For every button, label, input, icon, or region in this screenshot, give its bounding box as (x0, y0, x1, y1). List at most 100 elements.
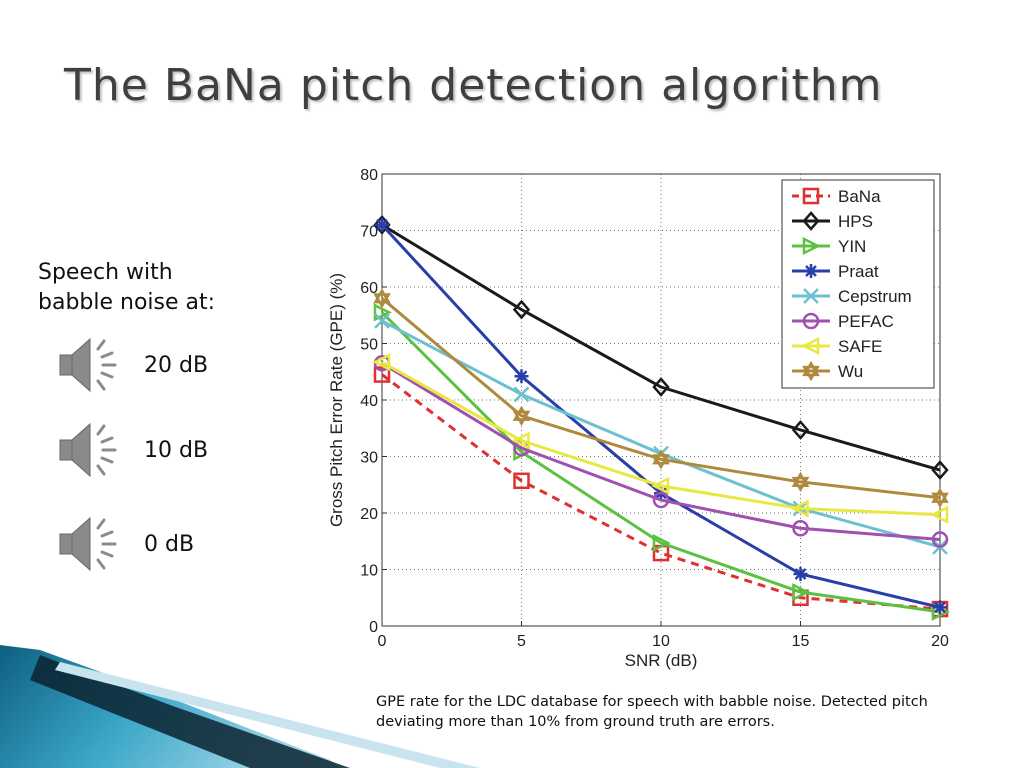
legend-marker (802, 312, 820, 330)
legend-label: Wu (838, 362, 863, 381)
y-tick-label: 50 (360, 337, 378, 354)
data-point-hps (931, 460, 949, 480)
audio-item-10db[interactable]: 10 dB (58, 420, 208, 480)
series-line-hps (381, 223, 941, 472)
intro-line-2: babble noise at: (38, 290, 216, 315)
x-axis-label: SNR (dB) (625, 651, 698, 670)
legend-label: Cepstrum (838, 287, 912, 306)
marker-part (791, 471, 810, 488)
y-tick-label: 40 (360, 393, 378, 410)
marker-part (802, 360, 820, 377)
y-tick-label: 60 (360, 280, 378, 297)
data-point-hps (652, 377, 670, 397)
marker-part (373, 288, 391, 304)
chart-caption: GPE rate for the LDC database for speech… (366, 690, 986, 736)
legend-item-yin: YIN (792, 236, 866, 256)
x-tick-label: 20 (931, 633, 949, 650)
legend-label: HPS (838, 212, 873, 231)
legend-item-cepstrum: Cepstrum (792, 287, 912, 306)
data-point-hps (791, 420, 810, 440)
data-point-wu (652, 449, 670, 470)
y-tick-label: 0 (369, 619, 378, 636)
legend-item-pefac: PEFAC (792, 312, 894, 331)
data-point-cepstrum (513, 386, 530, 403)
data-point-praat (375, 217, 389, 232)
data-point-safe (651, 476, 670, 495)
x-tick-label: 5 (517, 633, 526, 650)
marker-part (512, 410, 531, 427)
series-line-safe (381, 360, 941, 517)
legend-item-praat: Praat (792, 262, 879, 281)
legend-label: Praat (838, 262, 879, 281)
speaker-icon[interactable] (58, 420, 122, 480)
data-point-bana (373, 366, 391, 383)
series-line-wu (381, 297, 941, 500)
marker-part (931, 492, 949, 508)
legend-label: BaNa (838, 187, 881, 206)
data-point-praat (933, 600, 947, 615)
legend-label: YIN (838, 237, 866, 256)
legend-marker (802, 360, 820, 382)
intro-text: Speech with babble noise at: (38, 258, 258, 318)
y-axis-label: Gross Pitch Error Rate (GPE) (%) (327, 273, 346, 527)
data-point-cepstrum (374, 313, 390, 329)
legend-marker (802, 187, 820, 205)
marker-part (931, 487, 949, 503)
data-point-yin (373, 303, 392, 322)
x-tick-label: 0 (378, 633, 387, 650)
marker-part (652, 454, 670, 470)
legend-item-wu: Wu (792, 360, 863, 382)
legend-marker (804, 264, 818, 278)
series-line-bana (381, 373, 941, 611)
data-point-praat (514, 369, 529, 384)
data-point-wu (791, 471, 810, 493)
speaker-icon[interactable] (58, 335, 122, 395)
audio-item-20db[interactable]: 20 dB (58, 335, 208, 395)
audio-label: 0 dB (144, 531, 195, 557)
gpe-line-chart: 0 10 20 30 40 50 60 70 80 0 5 10 15 20 SNR (dB) Gross P… (327, 167, 950, 670)
data-point-safe (930, 505, 949, 524)
data-point-pefac (652, 491, 670, 509)
y-tick-label: 80 (360, 167, 378, 184)
legend-label: SAFE (838, 337, 882, 356)
data-point-wu (512, 405, 531, 427)
series-wu (373, 288, 949, 508)
legend-marker (801, 336, 820, 356)
data-point-safe (511, 431, 530, 450)
slide-title: The BaNa pitch detection algorithm (64, 60, 883, 111)
x-tick-label: 15 (792, 633, 810, 650)
legend-marker (802, 211, 820, 231)
legend: BaNa HPS YIN Praat Cepstrum PEFAC SAFE Wu (781, 179, 935, 389)
series-hps (373, 214, 949, 480)
marker-part (652, 449, 670, 465)
data-point-hps (373, 214, 391, 235)
y-tick-label: 30 (360, 450, 378, 467)
x-tick-label: 10 (652, 633, 670, 650)
data-point-bana (513, 472, 530, 490)
data-point-yin (792, 583, 811, 602)
audio-label: 10 dB (144, 437, 209, 463)
legend-marker (803, 288, 819, 304)
speaker-icon[interactable] (58, 514, 122, 574)
data-point-yin (652, 533, 671, 552)
data-point-pefac (931, 531, 949, 548)
marker-part (791, 476, 810, 493)
y-tick-label: 70 (360, 224, 378, 241)
data-point-safe (372, 353, 391, 372)
legend-item-safe: SAFE (792, 336, 882, 356)
audio-item-0db[interactable]: 0 dB (58, 514, 194, 574)
y-tick-label: 20 (360, 506, 378, 523)
series-line-yin (380, 311, 941, 614)
marker-part (512, 405, 531, 421)
legend-item-hps: HPS (792, 211, 873, 231)
legend-label: PEFAC (838, 312, 894, 331)
legend-item-bana: BaNa (792, 187, 881, 206)
marker-part (802, 365, 820, 382)
series-safe (372, 353, 949, 524)
legend-marker (802, 236, 821, 256)
data-point-hps (512, 299, 531, 320)
data-point-safe (790, 499, 809, 518)
audio-label: 20 dB (144, 352, 209, 378)
data-point-wu (373, 288, 391, 309)
